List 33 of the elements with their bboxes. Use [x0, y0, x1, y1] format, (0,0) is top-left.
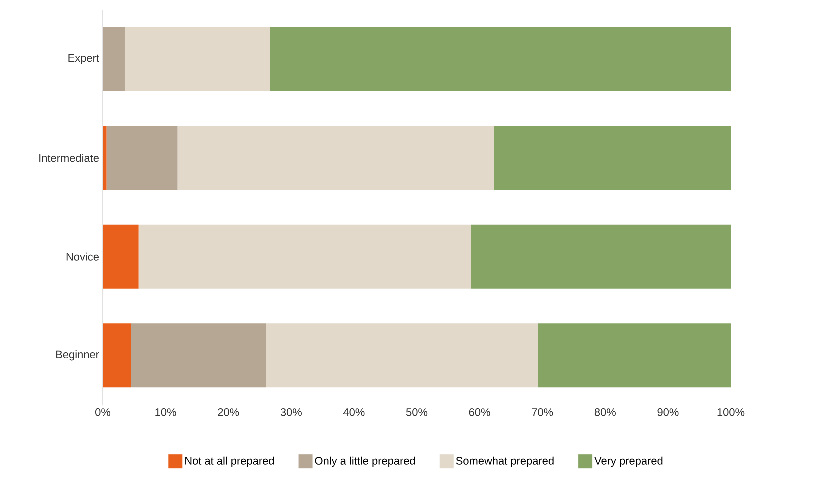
y-tick-label: Beginner	[56, 350, 100, 361]
bar	[178, 126, 494, 190]
x-tick-label: 60%	[469, 408, 490, 416]
bar	[494, 126, 732, 190]
bar	[471, 224, 732, 289]
y-tick-label: Expert	[68, 54, 100, 64]
bar	[266, 324, 538, 388]
x-tick-label: 0%	[96, 408, 111, 416]
bar	[538, 324, 732, 388]
legend-label: Very prepared	[594, 456, 663, 468]
x-tick-label: 20%	[218, 408, 240, 416]
bar	[103, 126, 107, 190]
legend-label: Only a little prepared	[315, 456, 416, 468]
bar	[103, 324, 132, 388]
x-tick-label: 10%	[156, 408, 176, 416]
x-tick-label: 70%	[532, 408, 554, 416]
x-tick-label: 50%	[406, 408, 428, 416]
x-tick-label: 80%	[594, 408, 616, 416]
bar	[131, 324, 266, 388]
bar	[270, 27, 732, 92]
x-tick-label: 90%	[658, 408, 679, 416]
bar	[106, 126, 178, 190]
bar	[103, 224, 139, 289]
legend-label: Not at all prepared	[186, 456, 274, 468]
y-tick-label: Intermediate	[40, 154, 99, 162]
bar	[138, 224, 472, 289]
x-tick-label: 40%	[343, 408, 365, 416]
x-tick-label: 30%	[280, 408, 302, 416]
bar	[124, 27, 270, 92]
legend-label: Somewhat prepared	[456, 456, 554, 468]
y-tick-label: Novice	[66, 252, 99, 261]
x-tick-label: 100%	[718, 408, 745, 416]
bar	[103, 27, 125, 92]
